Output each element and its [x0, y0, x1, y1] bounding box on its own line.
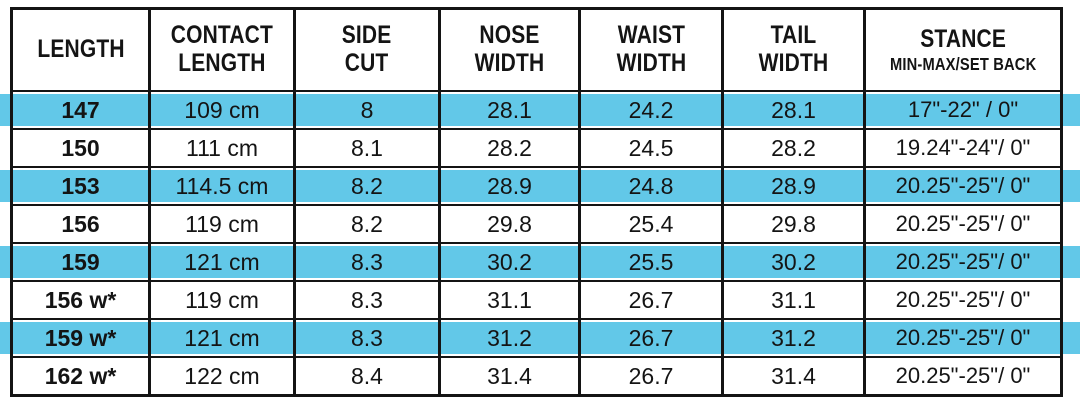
cell-length: 150	[13, 130, 151, 168]
cell-waist: 26.7	[581, 282, 724, 320]
header-subline: MIN-MAX/SET BACK	[889, 54, 1037, 75]
cell-stance: 20.25"-25"/ 0"	[866, 244, 1060, 282]
header-line: TAIL	[770, 21, 817, 49]
cell-waist: 25.5	[581, 244, 724, 282]
header-label: CONTACT LENGTH	[171, 21, 273, 79]
cell-tail: 30.2	[724, 244, 866, 282]
cell-length: 156	[13, 206, 151, 244]
highlight-stripe	[0, 170, 1080, 202]
table-row: 159 121 cm 8.3 30.2 25.5 30.2 20.25"-25"…	[13, 244, 1060, 282]
cell-stance: 20.25"-25"/ 0"	[866, 320, 1060, 358]
cell-nose: 29.8	[441, 206, 581, 244]
cell-sidecut: 8.3	[296, 320, 441, 358]
cell-tail: 28.9	[724, 168, 866, 206]
cell-waist: 24.2	[581, 92, 724, 130]
header-cell-length: LENGTH	[13, 10, 151, 92]
header-line: SIDE	[342, 21, 392, 49]
cell-tail: 28.2	[724, 130, 866, 168]
cell-stance: 20.25"-25"/ 0"	[895, 363, 1031, 388]
header-line: WIDTH	[616, 49, 686, 77]
cell-contact: 119 cm	[151, 206, 296, 244]
highlight-stripe	[0, 322, 1080, 354]
table-row: 147 109 cm 8 28.1 24.2 28.1 17"-22" / 0"	[13, 92, 1060, 130]
cell-length: 159 w*	[13, 320, 151, 358]
cell-contact: 121 cm	[151, 320, 296, 358]
cell-stance: 20.25"-25"/ 0"	[866, 282, 1060, 320]
cell-contact: 119 cm	[151, 282, 296, 320]
cell-contact: 109 cm	[151, 92, 296, 130]
cell-tail: 31.1	[724, 282, 866, 320]
header-cell-tail-width: TAIL WIDTH	[724, 10, 866, 92]
cell-sidecut: 8.1	[296, 130, 441, 168]
cell-waist: 24.8	[581, 168, 724, 206]
cell-length: 156 w*	[13, 282, 151, 320]
header-label: NOSE WIDTH	[475, 21, 545, 79]
cell-contact: 121 cm	[151, 244, 296, 282]
header-line: NOSE	[479, 21, 540, 49]
cell-stance: 20.25"-25"/ 0"	[866, 168, 1060, 206]
cell-tail: 28.1	[724, 92, 866, 130]
cell-sidecut: 8.2	[296, 168, 441, 206]
header-label: SIDE CUT	[342, 21, 392, 79]
header-row: LENGTH CONTACT LENGTH SIDE CUT NOSE WIDT…	[13, 10, 1060, 92]
table-row: 156 w* 119 cm 8.3 31.1 26.7 31.1 20.25"-…	[13, 282, 1060, 320]
cell-waist: 26.7	[581, 320, 724, 358]
cell-tail: 29.8	[724, 206, 866, 244]
header-cell-nose-width: NOSE WIDTH	[441, 10, 581, 92]
cell-contact: 111 cm	[151, 130, 296, 168]
header-cell-waist-width: WAIST WIDTH	[581, 10, 724, 92]
header-line: WAIST	[617, 21, 685, 49]
cell-length: 147	[13, 92, 151, 130]
cell-length: 159	[13, 244, 151, 282]
header-cell-contact-length: CONTACT LENGTH	[151, 10, 296, 92]
cell-length: 153	[13, 168, 151, 206]
header-line: LENGTH	[178, 49, 266, 77]
cell-stance: 17"-22" / 0"	[866, 92, 1060, 130]
cell-contact: 114.5 cm	[151, 168, 296, 206]
cell-sidecut: 8.3	[296, 244, 441, 282]
cell-length: 162 w*	[13, 358, 151, 394]
cell-stance: 19.24"-24"/ 0"	[866, 130, 1060, 168]
header-line: WIDTH	[474, 49, 545, 77]
cell-nose: 28.1	[441, 92, 581, 130]
table-row: 156 119 cm 8.2 29.8 25.4 29.8 20.25"-25"…	[13, 206, 1060, 244]
cell-sidecut: 8.4	[296, 358, 441, 394]
table-row: 159 w* 121 cm 8.3 31.2 26.7 31.2 20.25"-…	[13, 320, 1060, 358]
header-line: CONTACT	[170, 21, 274, 49]
cell-nose: 31.1	[441, 282, 581, 320]
cell-stance: 20.25"-25"/ 0"	[866, 206, 1060, 244]
cell-waist: 26.7	[581, 358, 724, 394]
cell-sidecut: 8	[296, 92, 441, 130]
cell-sidecut: 8.3	[296, 282, 441, 320]
header-label: TAIL WIDTH	[759, 21, 829, 79]
header-line: WIDTH	[758, 49, 829, 77]
cell-tail: 31.2	[724, 320, 866, 358]
table-row: 150 111 cm 8.1 28.2 24.5 28.2 19.24"-24"…	[13, 130, 1060, 168]
cell-nose: 28.2	[441, 130, 581, 168]
cell-nose: 28.9	[441, 168, 581, 206]
table-row: 153 114.5 cm 8.2 28.9 24.8 28.9 20.25"-2…	[13, 168, 1060, 206]
cell-nose: 31.2	[441, 320, 581, 358]
header-label: LENGTH	[37, 35, 124, 65]
header-cell-stance: STANCE MIN-MAX/SET BACK	[866, 10, 1060, 92]
header-line: CUT	[345, 49, 389, 77]
header-line: STANCE	[920, 25, 1006, 54]
cell-nose: 31.4	[441, 358, 581, 394]
header-line: LENGTH	[36, 35, 125, 63]
header-cell-side-cut: SIDE CUT	[296, 10, 441, 92]
table-row: 162 w* 122 cm 8.4 31.4 26.7 31.4 20.25"-…	[13, 358, 1060, 394]
cell-contact: 122 cm	[151, 358, 296, 394]
cell-waist: 25.4	[581, 206, 724, 244]
cell-nose: 30.2	[441, 244, 581, 282]
highlight-stripe	[0, 246, 1080, 278]
cell-tail: 31.4	[724, 358, 866, 394]
size-chart-table: LENGTH CONTACT LENGTH SIDE CUT NOSE WIDT…	[10, 7, 1063, 397]
cell-waist: 24.5	[581, 130, 724, 168]
header-label: STANCE MIN-MAX/SET BACK	[890, 25, 1036, 75]
header-label: WAIST WIDTH	[616, 21, 686, 79]
highlight-stripe	[0, 94, 1080, 126]
cell-sidecut: 8.2	[296, 206, 441, 244]
